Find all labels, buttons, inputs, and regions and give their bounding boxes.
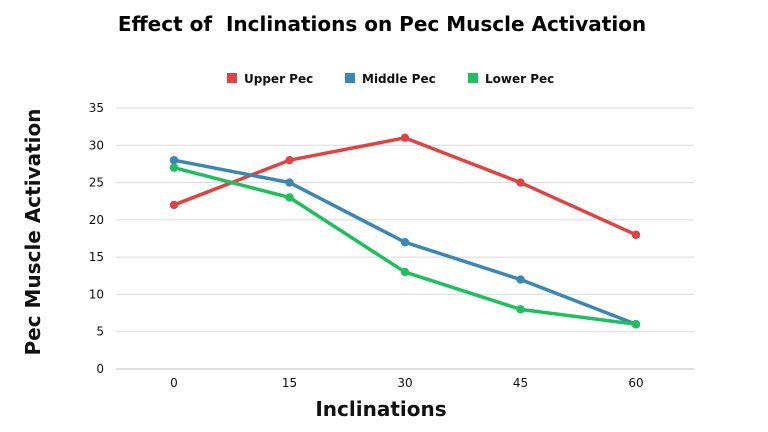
x-tick-label: 0 <box>170 376 178 390</box>
data-point-middle-pec <box>400 238 410 247</box>
y-tick-label: 5 <box>96 325 104 339</box>
legend-swatch <box>227 73 237 83</box>
y-tick-label: 15 <box>89 250 104 264</box>
x-tick-label: 45 <box>513 376 528 390</box>
data-point-upper-pec <box>631 230 641 239</box>
legend-swatch <box>345 73 355 83</box>
legend: Upper Pec Middle Pec Lower Pec <box>227 72 554 86</box>
data-point-upper-pec <box>285 156 294 165</box>
series-lower-pec <box>169 163 641 329</box>
data-point-lower-pec <box>169 163 179 172</box>
y-tick-label: 35 <box>89 101 104 115</box>
series-middle-pec <box>169 156 641 329</box>
x-tick-label: 30 <box>397 376 412 390</box>
y-tick-label: 10 <box>89 287 104 301</box>
y-axis-ticks: 0 5 10 15 20 25 30 35 <box>89 101 104 376</box>
chart-title: Effect of Inclinations on Pec Muscle Act… <box>118 12 646 36</box>
data-point-upper-pec <box>169 200 179 210</box>
data-point-lower-pec <box>631 320 641 329</box>
y-tick-label: 0 <box>96 362 104 376</box>
gridlines <box>116 107 694 370</box>
data-point-lower-pec <box>516 305 525 314</box>
series-group <box>169 133 641 329</box>
data-point-upper-pec <box>516 178 525 187</box>
legend-item-middle-pec: Middle Pec <box>345 72 436 86</box>
legend-label: Lower Pec <box>485 72 554 86</box>
y-axis-title: Pec Muscle Activation <box>21 108 45 355</box>
legend-label: Middle Pec <box>362 72 436 86</box>
x-tick-label: 15 <box>282 376 297 390</box>
x-axis-ticks: 0 15 30 45 60 <box>170 376 643 390</box>
y-tick-label: 30 <box>89 138 104 152</box>
data-point-lower-pec <box>400 267 410 277</box>
data-point-upper-pec <box>400 133 410 143</box>
x-axis-title: Inclinations <box>315 397 446 421</box>
y-tick-label: 25 <box>89 176 104 190</box>
y-tick-label: 20 <box>89 213 104 227</box>
data-point-middle-pec <box>285 178 294 187</box>
legend-label: Upper Pec <box>244 72 313 86</box>
x-tick-label: 60 <box>628 376 643 390</box>
data-point-lower-pec <box>285 193 294 202</box>
data-point-middle-pec <box>516 275 525 284</box>
data-point-middle-pec <box>169 156 179 165</box>
legend-item-upper-pec: Upper Pec <box>227 72 313 86</box>
legend-item-lower-pec: Lower Pec <box>468 72 554 86</box>
legend-swatch <box>468 73 478 83</box>
